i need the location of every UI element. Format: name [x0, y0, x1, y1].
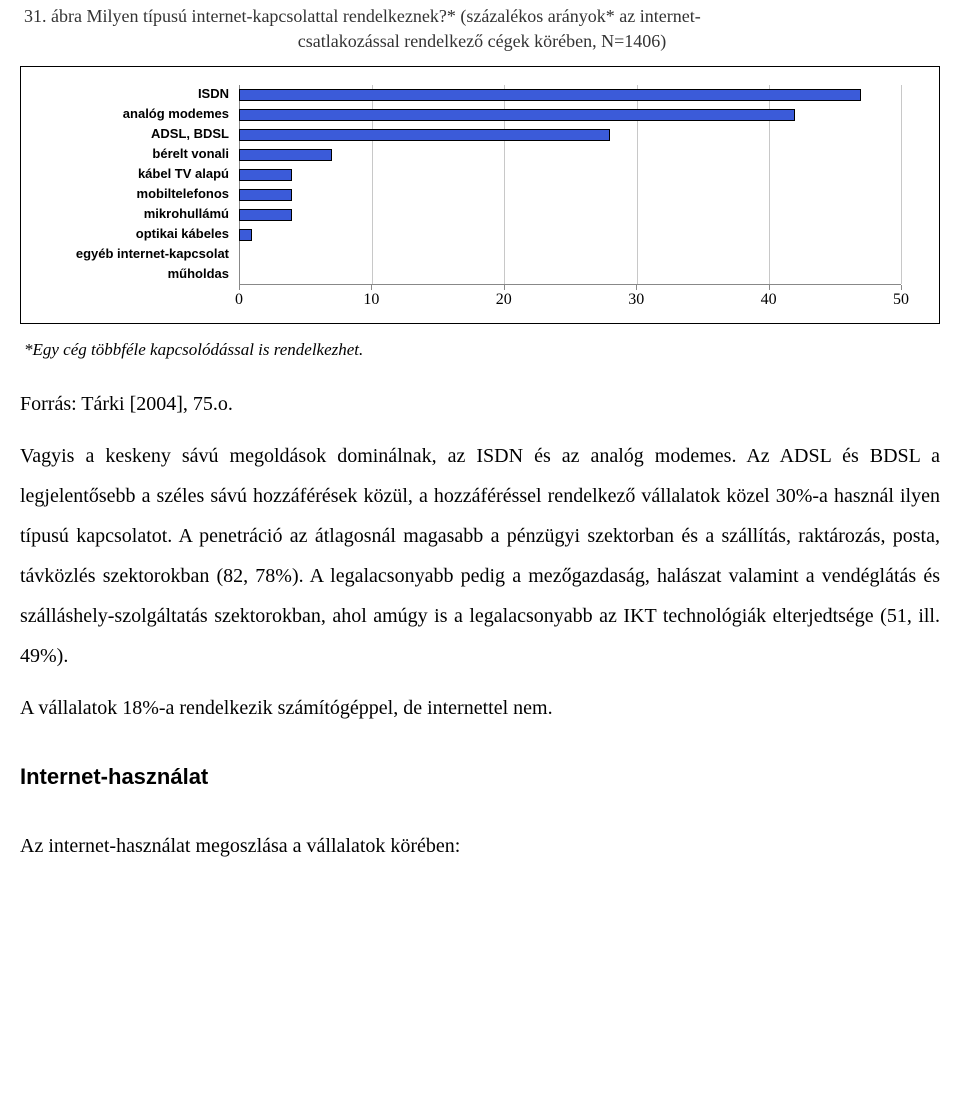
bar	[239, 129, 610, 141]
section-heading: Internet-használat	[20, 764, 940, 790]
figure-caption-line1: 31. ábra Milyen típusú internet-kapcsola…	[24, 6, 701, 26]
figure-caption-line2: csatlakozással rendelkező cégek körében,…	[24, 29, 940, 54]
bar-row: analóg modemes	[239, 108, 901, 120]
x-tick: 10	[363, 285, 379, 309]
x-tick: 0	[235, 285, 243, 309]
bar-label: bérelt vonali	[152, 148, 239, 160]
bar-row: bérelt vonali	[239, 148, 901, 160]
figure-caption: 31. ábra Milyen típusú internet-kapcsola…	[20, 0, 940, 58]
bar	[239, 209, 292, 221]
x-tick: 50	[893, 285, 909, 309]
bar-row: egyéb internet-kapcsolat	[239, 248, 901, 260]
x-tick: 30	[628, 285, 644, 309]
x-tick: 40	[761, 285, 777, 309]
bar-row: ISDN	[239, 88, 901, 100]
bar-label: kábel TV alapú	[138, 168, 239, 180]
bar-label: műholdas	[168, 268, 239, 280]
bar-label: mikrohullámú	[144, 208, 239, 220]
figure-block: 31. ábra Milyen típusú internet-kapcsola…	[20, 0, 940, 360]
bar-chart: 01020304050ISDNanalóg modemesADSL, BDSLb…	[239, 85, 901, 285]
bar	[239, 89, 861, 101]
figure-footnote: *Egy cég többféle kapcsolódással is rend…	[24, 340, 940, 360]
bar	[239, 109, 795, 121]
bar-row: mobiltelefonos	[239, 188, 901, 200]
chart-container: 01020304050ISDNanalóg modemesADSL, BDSLb…	[20, 66, 940, 324]
bar	[239, 149, 332, 161]
bar	[239, 229, 252, 241]
bar-label: mobiltelefonos	[137, 188, 239, 200]
body-paragraph-2: A vállalatok 18%-a rendelkezik számítógé…	[20, 688, 940, 728]
bar-label: optikai kábeles	[136, 228, 239, 240]
body-paragraph-1: Vagyis a keskeny sávú megoldások dominál…	[20, 436, 940, 676]
bar-row: optikai kábeles	[239, 228, 901, 240]
bar-label: ISDN	[198, 88, 239, 100]
bar	[239, 169, 292, 181]
bar-row: kábel TV alapú	[239, 168, 901, 180]
source-line: Forrás: Tárki [2004], 75.o.	[20, 384, 940, 424]
bar-row: mikrohullámú	[239, 208, 901, 220]
bar-label: egyéb internet-kapcsolat	[76, 248, 239, 260]
bar-row: ADSL, BDSL	[239, 128, 901, 140]
x-tick: 20	[496, 285, 512, 309]
bar-row: műholdas	[239, 268, 901, 280]
bar-label: analóg modemes	[123, 108, 239, 120]
gridline	[901, 85, 902, 284]
bar-label: ADSL, BDSL	[151, 128, 239, 140]
bar	[239, 189, 292, 201]
closing-line: Az internet-használat megoszlása a válla…	[20, 826, 940, 866]
